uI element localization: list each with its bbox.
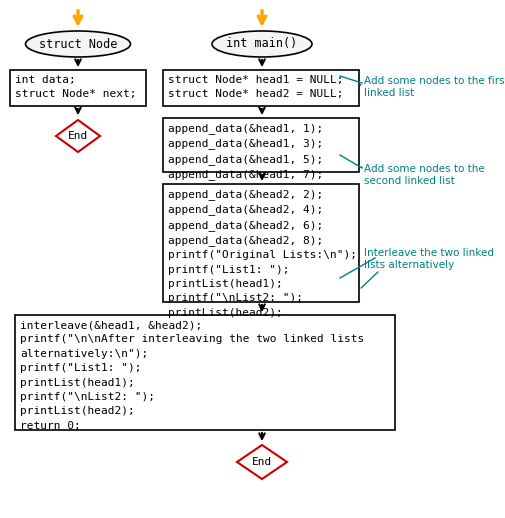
FancyArrowPatch shape: [360, 84, 361, 85]
FancyArrowPatch shape: [361, 272, 378, 288]
Text: int main(): int main(): [226, 37, 297, 50]
Text: End: End: [68, 131, 88, 141]
Text: interleave(&head1, &head2);
printf("\n\nAfter interleaving the two linked lists
: interleave(&head1, &head2); printf("\n\n…: [20, 320, 364, 431]
Text: int data;
struct Node* next;: int data; struct Node* next;: [15, 75, 136, 99]
Ellipse shape: [212, 31, 312, 57]
Polygon shape: [56, 120, 100, 152]
Polygon shape: [237, 445, 287, 479]
FancyBboxPatch shape: [163, 184, 359, 302]
Ellipse shape: [25, 31, 130, 57]
FancyBboxPatch shape: [163, 70, 359, 106]
Text: append_data(&head1, 1);
append_data(&head1, 3);
append_data(&head1, 5);
append_d: append_data(&head1, 1); append_data(&hea…: [168, 123, 323, 180]
Text: struct Node* head1 = NULL;
struct Node* head2 = NULL;: struct Node* head1 = NULL; struct Node* …: [168, 75, 343, 99]
Text: append_data(&head2, 2);
append_data(&head2, 4);
append_data(&head2, 6);
append_d: append_data(&head2, 2); append_data(&hea…: [168, 189, 357, 318]
Text: Add some nodes to the
second linked list: Add some nodes to the second linked list: [364, 164, 485, 185]
FancyBboxPatch shape: [10, 70, 146, 106]
Text: Interleave the two linked
lists alternatively: Interleave the two linked lists alternat…: [364, 248, 494, 269]
Text: Add some nodes to the first
linked list: Add some nodes to the first linked list: [364, 76, 505, 97]
FancyBboxPatch shape: [15, 315, 395, 430]
Text: End: End: [252, 457, 272, 467]
Text: struct Node: struct Node: [39, 37, 117, 50]
FancyBboxPatch shape: [163, 118, 359, 172]
